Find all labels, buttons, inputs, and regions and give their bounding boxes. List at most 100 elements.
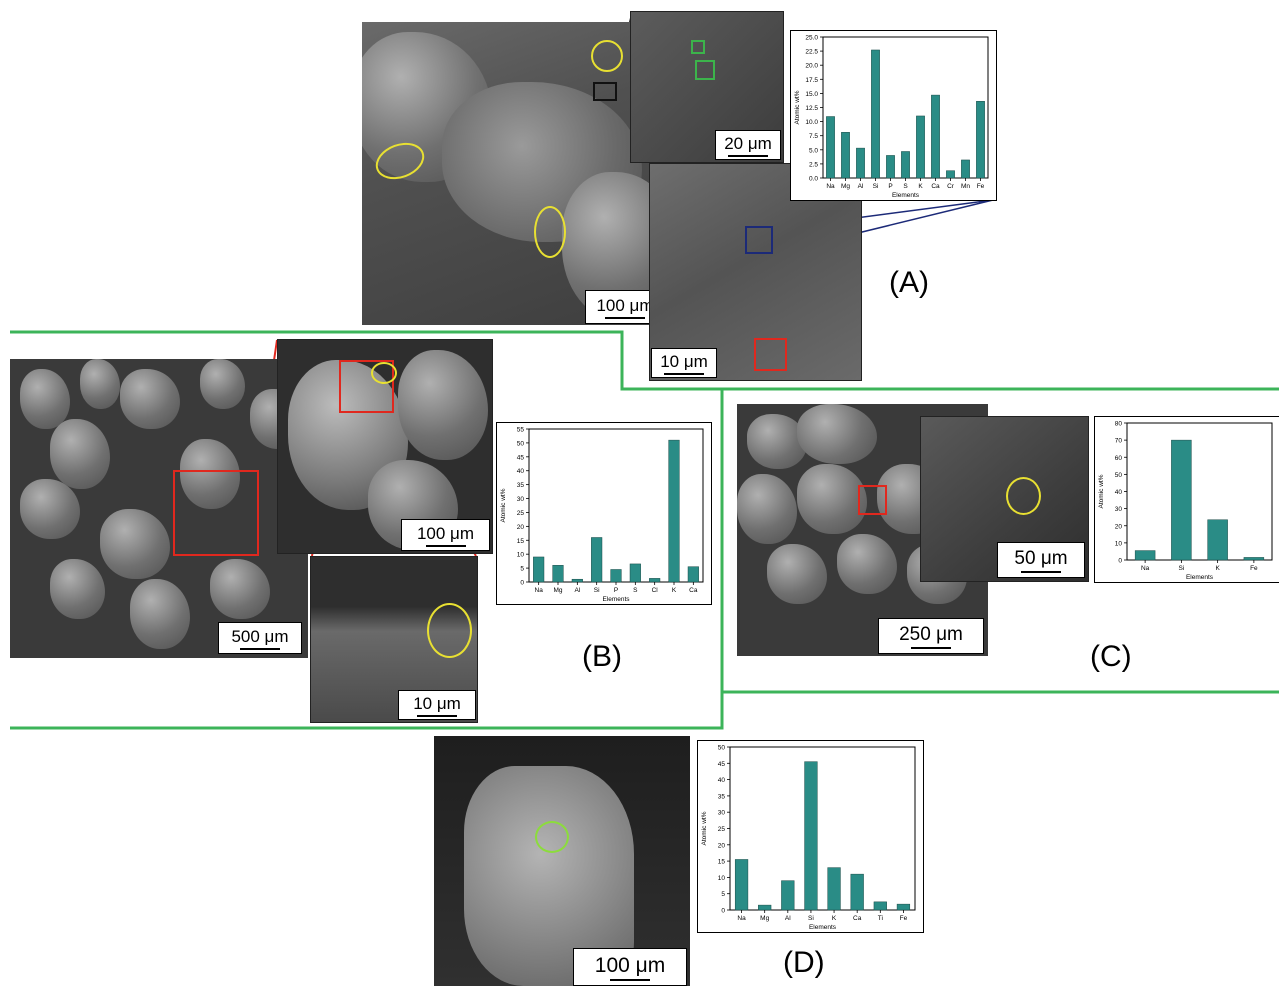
y-axis-label: Atomic wt% — [701, 811, 708, 845]
bar-ca — [687, 566, 699, 583]
y-tick-label: 40 — [718, 777, 726, 784]
x-tick-label: Mg — [553, 587, 562, 594]
x-axis-label: Elements — [809, 924, 837, 931]
highlight-box — [754, 338, 787, 371]
x-tick-label: Mg — [760, 915, 769, 922]
scale-bar — [425, 544, 466, 547]
x-tick-label: Na — [1141, 565, 1150, 572]
y-tick-label: 40 — [1115, 489, 1123, 496]
y-tick-label: 22.5 — [805, 49, 818, 56]
highlight-oval — [427, 603, 472, 658]
zoom-box — [173, 470, 259, 556]
scale-bar — [664, 372, 704, 375]
particle — [767, 544, 827, 604]
bar-si — [591, 537, 603, 583]
particle — [837, 534, 897, 594]
x-tick-label: Fe — [977, 183, 985, 190]
particle — [797, 464, 867, 534]
particle — [180, 439, 240, 509]
y-tick-label: 35 — [517, 482, 525, 489]
panel-a-label: (A) — [889, 266, 929, 299]
x-tick-label: Si — [1178, 565, 1184, 572]
y-tick-label: 60 — [1115, 455, 1123, 462]
bar-k — [827, 867, 841, 911]
x-tick-label: Si — [873, 183, 879, 190]
scale-bar — [610, 978, 650, 981]
y-tick-label: 15 — [718, 859, 726, 866]
particle — [80, 359, 120, 409]
panel-b-chart: 0 5 10 15 20 25 30 35 40 45 50 55 Na Mg Al Si P S Cl K Ca Ele… — [496, 422, 712, 605]
panel-b-scale-inset1: 100 μm — [401, 519, 490, 551]
chart-d-svg: 0 5 10 15 20 25 30 35 40 45 50 Na Mg Al Si K Ca Ti Fe Eleme… — [701, 745, 916, 931]
x-tick-label: Na — [535, 587, 544, 594]
x-tick-label: K — [918, 183, 923, 190]
y-tick-label: 7.5 — [809, 133, 818, 140]
y-tick-label: 20.0 — [805, 63, 818, 70]
y-tick-label: 50 — [1115, 472, 1123, 479]
y-tick-label: 12.5 — [805, 105, 818, 112]
y-axis-label: Atomic wt% — [794, 90, 801, 124]
y-tick-label: 15.0 — [805, 91, 818, 98]
y-tick-label: 50 — [718, 745, 726, 752]
panel-a-chart: 0.0 2.5 5.0 7.5 10.0 12.5 15.0 17.5 20.0 22.5 25.0… — [790, 30, 997, 201]
y-tick-label: 0.0 — [809, 176, 818, 183]
y-tick-label: 17.5 — [805, 77, 818, 84]
panel-b-scale-inset2: 10 μm — [398, 690, 476, 720]
chart-c-svg: 0 10 20 30 40 50 60 70 80 Na Si K Fe Elements Atomic w… — [1098, 421, 1273, 581]
y-tick-label: 20 — [517, 524, 525, 531]
panel-c-scale-inset1: 50 μm — [997, 542, 1085, 578]
y-tick-label: 25 — [718, 826, 726, 833]
panel-c-scale-main: 250 μm — [878, 618, 984, 654]
x-tick-label: Al — [858, 183, 864, 190]
scale-label: 10 μm — [660, 351, 708, 371]
y-tick-label: 10 — [517, 552, 525, 559]
chart-a-svg: 0.0 2.5 5.0 7.5 10.0 12.5 15.0 17.5 20.0 22.5 25.0… — [794, 35, 989, 199]
bar-al — [571, 578, 583, 583]
x-tick-label: Mn — [961, 183, 970, 190]
highlight-oval — [534, 206, 566, 258]
panel-b-scale-main: 500 μm — [218, 622, 302, 654]
x-tick-label: Si — [594, 587, 600, 594]
bar-p — [886, 155, 895, 179]
panel-c-label: (C) — [1090, 640, 1132, 673]
bar-si — [1171, 439, 1192, 561]
x-tick-label: Al — [785, 915, 791, 922]
highlight-box — [691, 40, 705, 54]
zoom-box — [339, 360, 394, 413]
y-tick-label: 50 — [517, 440, 525, 447]
particle — [210, 559, 270, 619]
bar-na — [533, 556, 545, 583]
x-tick-label: S — [903, 183, 908, 190]
particle — [130, 579, 190, 649]
particle — [20, 479, 80, 539]
bar-s — [901, 151, 910, 179]
x-axis-label: Elements — [1186, 574, 1214, 581]
bar-ti — [873, 901, 887, 911]
x-tick-label: Si — [808, 915, 814, 922]
panel-d-scale-main: 100 μm — [573, 948, 687, 986]
panel-a-scale-inset2: 10 μm — [651, 348, 717, 378]
y-tick-label: 20 — [718, 842, 726, 849]
highlight-oval — [1006, 477, 1041, 515]
particle — [50, 559, 105, 619]
panel-c-chart: 0 10 20 30 40 50 60 70 80 Na Si K Fe Elements Atomic w… — [1094, 416, 1279, 583]
scale-label: 50 μm — [1014, 547, 1068, 569]
x-tick-label: Fe — [1250, 565, 1258, 572]
bar-k — [668, 439, 680, 583]
bar-al — [781, 880, 795, 911]
particle — [100, 509, 170, 579]
scale-label: 10 μm — [413, 693, 461, 713]
y-tick-label: 10 — [718, 875, 726, 882]
x-tick-label: P — [614, 587, 618, 594]
bar-fe — [976, 101, 985, 179]
bar-k — [916, 115, 925, 179]
y-tick-label: 30 — [517, 496, 525, 503]
bar-na — [734, 859, 749, 911]
bar-na — [1134, 550, 1156, 561]
particle — [50, 419, 110, 489]
scale-label: 20 μm — [724, 133, 772, 153]
highlight-oval — [591, 40, 623, 72]
y-tick-label: 35 — [718, 793, 726, 800]
scale-bar — [605, 316, 645, 319]
zoom-box — [745, 226, 773, 254]
